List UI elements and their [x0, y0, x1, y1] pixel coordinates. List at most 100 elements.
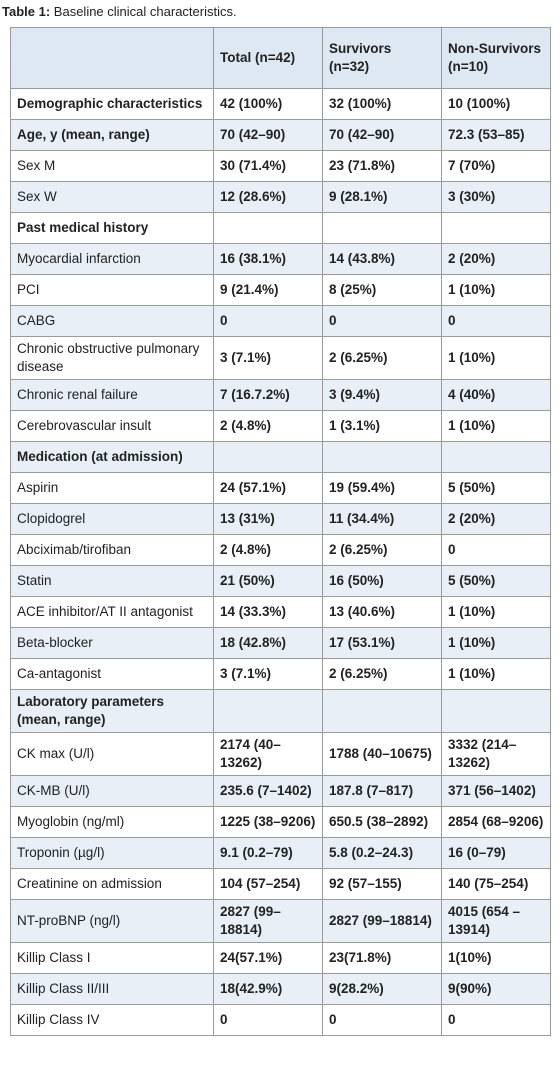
cell: 12 (28.6%): [213, 181, 323, 213]
table-row: Killip Class IV 0 0 0: [10, 1004, 551, 1036]
cell: 3 (7.1%): [213, 336, 323, 380]
row-label: Chronic obstructive pulmonary disease: [10, 336, 214, 380]
cell: 16 (0–79): [441, 837, 551, 869]
cell: 104 (57–254): [213, 868, 323, 900]
cell: 23(71.8%): [322, 942, 442, 974]
table-row: Statin 21 (50%) 16 (50%) 5 (50%): [10, 565, 551, 597]
table-row: Aspirin 24 (57.1%) 19 (59.4%) 5 (50%): [10, 472, 551, 504]
cell: 1 (10%): [441, 596, 551, 628]
table-row: Killip Class I 24(57.1%) 23(71.8%) 1(10%): [10, 942, 551, 974]
cell: 2 (6.25%): [322, 336, 442, 380]
cell: 70 (42–90): [213, 119, 323, 151]
cell: 16 (50%): [322, 565, 442, 597]
cell: 8 (25%): [322, 274, 442, 306]
row-label: Statin: [10, 565, 214, 597]
row-label: ACE inhibitor/AT II antagonist: [10, 596, 214, 628]
table-row: Creatinine on admission 104 (57–254) 92 (5…: [10, 868, 551, 900]
cell: 10 (100%): [441, 88, 551, 120]
table-body: Demographic characteristics 42 (100%) 32 (…: [10, 88, 551, 1036]
row-label: Demographic characteristics: [10, 88, 214, 120]
cell: [322, 441, 442, 473]
row-label: PCI: [10, 274, 214, 306]
cell: 1225 (38–9206): [213, 806, 323, 838]
cell: 2827 (99–18814): [213, 899, 323, 943]
cell: 24(57.1%): [213, 942, 323, 974]
cell: 140 (75–254): [441, 868, 551, 900]
table-row: Ca-antagonist 3 (7.1%) 2 (6.25%) 1 (10%): [10, 658, 551, 690]
cell: 3 (9.4%): [322, 379, 442, 411]
cell: 9.1 (0.2–79): [213, 837, 323, 869]
table-row: Myocardial infarction 16 (38.1%) 14 (43.8%…: [10, 243, 551, 275]
table-row: Chronic obstructive pulmonary disease 3 (…: [10, 336, 551, 380]
table: Total (n=42) Survivors (n=32) Non-Survivor…: [10, 27, 551, 1036]
cell: 1 (3.1%): [322, 410, 442, 442]
table-row: Killip Class II/III 18(42.9%) 9(28.2%) 9(90…: [10, 973, 551, 1005]
row-label: Clopidogrel: [10, 503, 214, 535]
cell: 2 (20%): [441, 243, 551, 275]
row-label: Past medical history: [10, 212, 214, 244]
header-row: Total (n=42) Survivors (n=32) Non-Survivor…: [10, 27, 551, 89]
cell: 4015 (654 –13914): [441, 899, 551, 943]
cell: 13 (40.6%): [322, 596, 442, 628]
table-row: Medication (at admission): [10, 441, 551, 473]
cell: [441, 212, 551, 244]
row-label: Abciximab/tirofiban: [10, 534, 214, 566]
table-row: NT-proBNP (ng/l) 2827 (99–18814) 2827 (99–…: [10, 899, 551, 943]
table-row: CK-MB (U/l) 235.6 (7–1402) 187.8 (7–817) 37…: [10, 775, 551, 807]
cell: 3 (7.1%): [213, 658, 323, 690]
cell: 9 (21.4%): [213, 274, 323, 306]
table-row: Clopidogrel 13 (31%) 11 (34.4%) 2 (20%): [10, 503, 551, 535]
cell: 0: [322, 305, 442, 337]
cell: 7 (16.7.2%): [213, 379, 323, 411]
table-row: ACE inhibitor/AT II antagonist 14 (33.3%)…: [10, 596, 551, 628]
row-label: Aspirin: [10, 472, 214, 504]
row-label: Chronic renal failure: [10, 379, 214, 411]
cell: 371 (56–1402): [441, 775, 551, 807]
table-row: Cerebrovascular insult 2 (4.8%) 1 (3.1%) 1 …: [10, 410, 551, 442]
cell: [322, 689, 442, 733]
cell: 5 (50%): [441, 565, 551, 597]
table-row: Sex M 30 (71.4%) 23 (71.8%) 7 (70%): [10, 150, 551, 182]
header-cell: [10, 27, 214, 89]
cell: 18 (42.8%): [213, 627, 323, 659]
row-label: CABG: [10, 305, 214, 337]
cell: 0: [322, 1004, 442, 1036]
table-row: Age, y (mean, range) 70 (42–90) 70 (42–90)…: [10, 119, 551, 151]
cell: 1788 (40–10675): [322, 732, 442, 776]
table-row: Abciximab/tirofiban 2 (4.8%) 2 (6.25%) 0: [10, 534, 551, 566]
cell: 92 (57–155): [322, 868, 442, 900]
row-label: Killip Class IV: [10, 1004, 214, 1036]
cell: 1 (10%): [441, 658, 551, 690]
cell: 24 (57.1%): [213, 472, 323, 504]
row-label: CK-MB (U/l): [10, 775, 214, 807]
cell: 17 (53.1%): [322, 627, 442, 659]
cell: 650.5 (38–2892): [322, 806, 442, 838]
cell: 23 (71.8%): [322, 150, 442, 182]
cell: 0: [441, 534, 551, 566]
cell: 13 (31%): [213, 503, 323, 535]
row-label: Troponin (µg/l): [10, 837, 214, 869]
cell: 3 (30%): [441, 181, 551, 213]
row-label: Killip Class II/III: [10, 973, 214, 1005]
cell: 19 (59.4%): [322, 472, 442, 504]
row-label: Laboratory parameters (mean, range): [10, 689, 214, 733]
row-label: Killip Class I: [10, 942, 214, 974]
row-label: Age, y (mean, range): [10, 119, 214, 151]
cell: 7 (70%): [441, 150, 551, 182]
table-row: Demographic characteristics 42 (100%) 32 (…: [10, 88, 551, 120]
table-row: Beta-blocker 18 (42.8%) 17 (53.1%) 1 (10%): [10, 627, 551, 659]
cell: [213, 689, 323, 733]
cell: 16 (38.1%): [213, 243, 323, 275]
cell: 3332 (214–13262): [441, 732, 551, 776]
cell: 2 (4.8%): [213, 410, 323, 442]
row-label: Sex M: [10, 150, 214, 182]
row-label: Creatinine on admission: [10, 868, 214, 900]
cell: [213, 212, 323, 244]
cell: 2 (20%): [441, 503, 551, 535]
cell: 9 (28.1%): [322, 181, 442, 213]
cell: 1(10%): [441, 942, 551, 974]
row-label: Beta-blocker: [10, 627, 214, 659]
cell: 4 (40%): [441, 379, 551, 411]
cell: 14 (43.8%): [322, 243, 442, 275]
